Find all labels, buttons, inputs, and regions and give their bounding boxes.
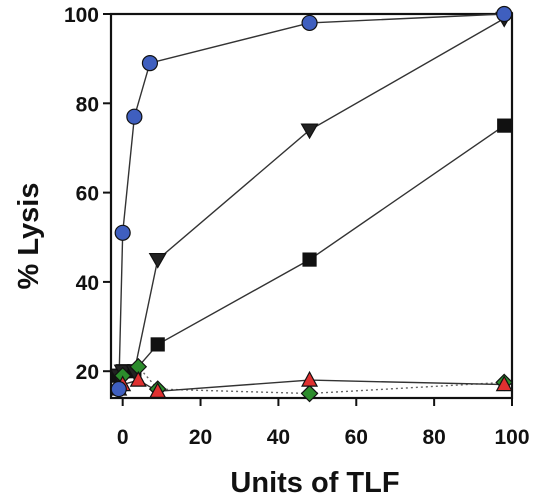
axis-ticks: 0 20 40 60 80 100 20 40 60 80 100	[64, 4, 530, 449]
y-tick-label: 40	[76, 272, 99, 295]
y-axis-label: % Lysis	[13, 183, 45, 290]
data-point-circle	[301, 14, 318, 32]
y-tick-label: 60	[76, 183, 99, 206]
series-markers	[109, 5, 514, 403]
data-point-square	[150, 337, 165, 352]
data-point-triangle-up	[149, 382, 167, 398]
data-point-circle	[114, 224, 131, 241]
y-tick-label: 20	[76, 361, 99, 384]
data-point-circle	[141, 55, 159, 72]
data-point-circle	[496, 5, 513, 23]
plot-frame	[109, 12, 514, 400]
data-point-triangle-up	[301, 370, 319, 387]
y-tick-label: 100	[64, 4, 99, 27]
data-point-triangle-up	[129, 370, 147, 387]
x-tick-label: 0	[117, 426, 129, 449]
x-tick-label: 100	[494, 426, 529, 449]
x-tick-label: 40	[267, 426, 290, 449]
data-point-diamond	[300, 384, 319, 403]
x-tick-label: 20	[189, 426, 212, 449]
data-point-square	[497, 118, 512, 133]
plot-area-border	[109, 12, 514, 400]
y-tick-label: 80	[76, 93, 99, 116]
data-point-triangle-down	[148, 252, 167, 269]
data-point-triangle-down	[300, 123, 319, 140]
data-point-circle	[110, 380, 127, 398]
data-point-triangle-up	[495, 375, 513, 392]
series-line-circle	[118, 13, 505, 390]
data-point-circle	[126, 108, 143, 125]
x-tick-label: 60	[345, 426, 368, 449]
data-point-square	[302, 252, 317, 267]
x-tick-label: 80	[422, 426, 445, 449]
x-axis-label: Units of TLF	[230, 467, 399, 499]
